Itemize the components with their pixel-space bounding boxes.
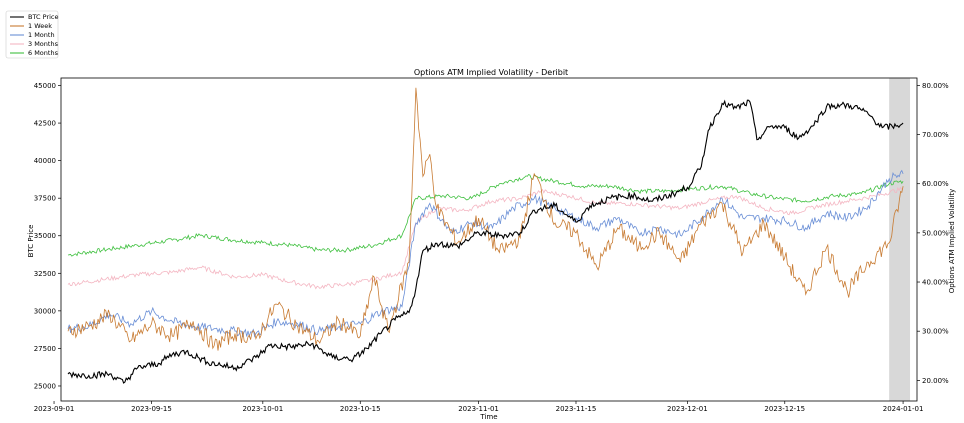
y-left-tick-label: 40000 xyxy=(34,157,56,165)
chart-title: Options ATM Implied Volatility - Deribit xyxy=(414,68,568,77)
y-right-tick-label: 60.00% xyxy=(922,180,949,188)
x-tick-label: 2023-10-15 xyxy=(340,405,381,413)
x-tick-label: 2023-09-01 xyxy=(34,405,75,413)
y-left-tick-label: 25000 xyxy=(34,382,56,390)
x-tick-label: 2023-11-01 xyxy=(458,405,499,413)
y-axis-label-right: Options ATM Implied Volatility xyxy=(948,189,956,293)
y-left-tick-label: 27500 xyxy=(34,345,56,353)
y-axis-label-left: BTC Price xyxy=(27,225,35,258)
y-left-tick-label: 35000 xyxy=(34,232,56,240)
x-tick-label: 2024-01-01 xyxy=(883,405,924,413)
y-right-tick-label: 80.00% xyxy=(922,82,949,90)
y-right-tick-label: 50.00% xyxy=(922,229,949,237)
y-right-tick-label: 40.00% xyxy=(922,279,949,287)
legend-label: 1 Month xyxy=(28,31,55,39)
x-tick-label: 2023-11-15 xyxy=(556,405,597,413)
series-line-6-months xyxy=(67,173,904,257)
series-line-1-month xyxy=(67,169,904,338)
legend-label: 1 Week xyxy=(28,22,52,30)
y-right-tick-label: 70.00% xyxy=(922,131,949,139)
x-axis: 2023-09-01 2023-09-15 2023-10-01 2023-10-15… xyxy=(34,401,924,413)
x-tick-label: 2023-10-01 xyxy=(242,405,283,413)
legend-label: 3 Months xyxy=(28,40,59,48)
series-line-btc-price xyxy=(67,99,904,384)
plot-frame xyxy=(60,77,918,402)
legend-box xyxy=(5,10,59,59)
series-line-1-week xyxy=(67,87,904,351)
y-axis-left: 25000 27500 30000 32500 35000 37500 40000 42500… xyxy=(34,82,61,390)
y-left-tick-label: 30000 xyxy=(34,307,56,315)
y-left-tick-label: 45000 xyxy=(34,82,56,90)
y-axis-right: 20.00% 30.00% 40.00% 50.00% 60.00% 70.00% 80.0… xyxy=(917,82,949,385)
x-tick-label: 2023-12-01 xyxy=(667,405,708,413)
shaded-region xyxy=(889,78,911,401)
legend-label: BTC Price xyxy=(28,13,59,21)
x-tick-label: 2023-12-15 xyxy=(764,405,805,413)
y-left-tick-label: 37500 xyxy=(34,195,56,203)
y-right-tick-label: 30.00% xyxy=(922,328,949,336)
y-right-tick-label: 20.00% xyxy=(922,377,949,385)
y-left-tick-label: 32500 xyxy=(34,270,56,278)
series-line-3-months xyxy=(67,186,904,290)
x-tick-label: 2023-09-15 xyxy=(131,405,172,413)
y-left-tick-label: 42500 xyxy=(34,120,56,128)
series-layer xyxy=(67,87,904,384)
x-axis-label: Time xyxy=(479,413,497,421)
legend-label: 6 Months xyxy=(28,49,59,57)
